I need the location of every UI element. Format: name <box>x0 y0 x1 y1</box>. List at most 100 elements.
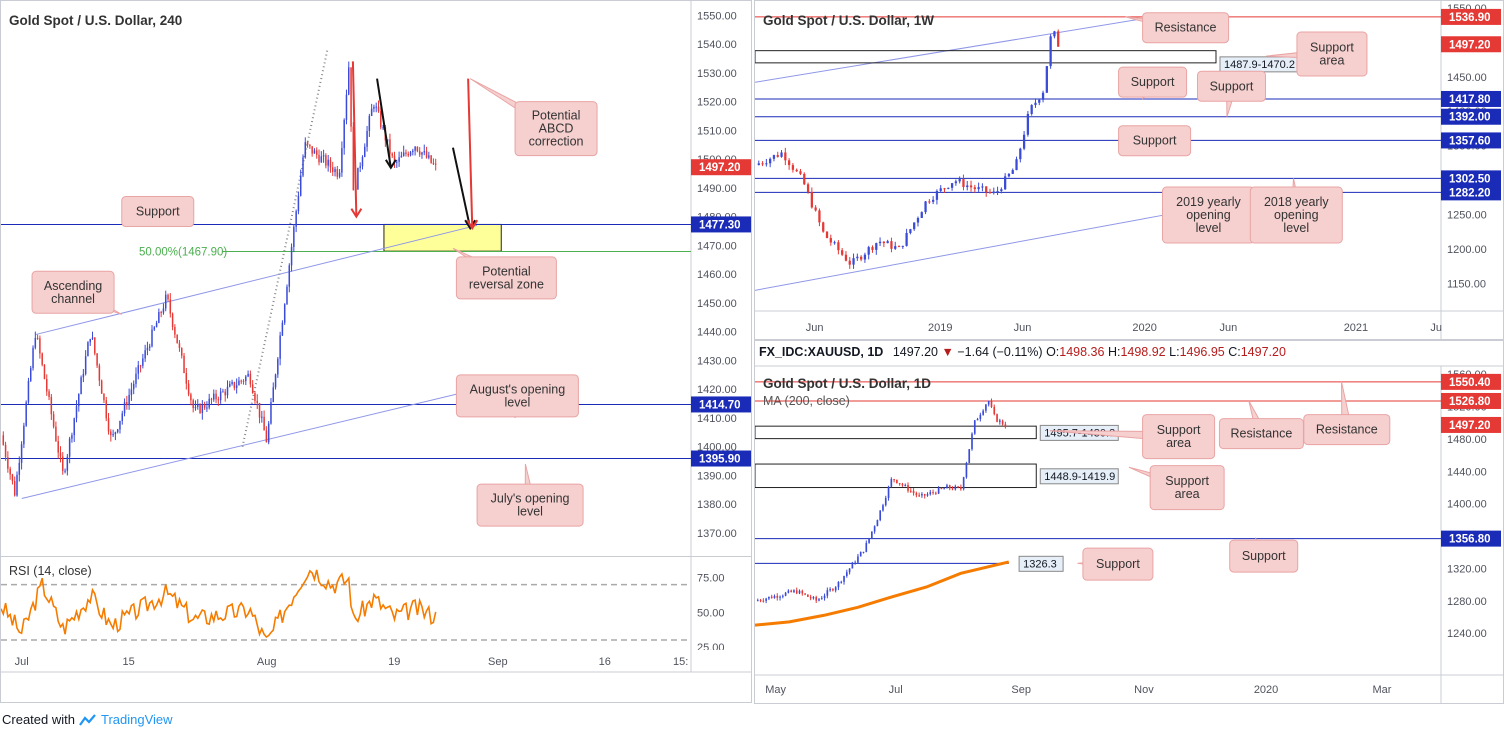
h4-candle <box>357 167 359 190</box>
d1-candle <box>898 483 901 485</box>
w1-candle <box>1030 105 1033 114</box>
chart-panel-h4[interactable]: 50.00%(1467.90) Support Potential ABCD corre… <box>0 0 752 557</box>
h4-candle <box>75 406 78 419</box>
d1-callout-text: Resistance <box>1316 423 1378 437</box>
h4-candle <box>23 425 25 445</box>
h4-candle <box>128 394 130 406</box>
h4-candle <box>155 322 158 328</box>
h4-candle <box>409 152 412 156</box>
h4-candle <box>206 407 208 409</box>
h4-candle <box>274 374 277 388</box>
d1-candle <box>957 486 959 488</box>
chart-panel-d1[interactable]: FX_IDC:XAUUSD, 1D 1497.20 ▼ −1.64 (−0.11… <box>754 340 1504 704</box>
rsi-chart[interactable]: 25.00 50.00 75.00 RSI (14, close) <box>1 557 751 651</box>
h4-candle <box>238 380 240 386</box>
h4-candle <box>160 312 162 314</box>
h4-candle <box>116 429 119 433</box>
h4-candle <box>389 139 391 154</box>
h4-y-tick: 1460.00 <box>697 269 737 281</box>
h4-y-tick: 1380.00 <box>697 499 737 511</box>
h4-callout-text: Support <box>136 205 180 219</box>
w1-price-label-bg <box>1441 8 1501 25</box>
d1-callout-box <box>1229 539 1299 573</box>
w1-price-label-bg <box>1441 90 1501 107</box>
w1-candle <box>1034 102 1037 106</box>
h4-candle <box>71 435 73 439</box>
h4-candle <box>270 402 272 424</box>
d1-callout-box <box>1142 414 1216 460</box>
d1-candle <box>812 597 815 599</box>
h4-time-axis[interactable]: Jul 15 Aug 19 Sep 16 15: <box>0 650 752 703</box>
d1-candle <box>815 597 818 601</box>
h4-candle <box>55 426 57 442</box>
d1-candle <box>937 488 940 494</box>
d1-ma-line <box>755 560 1010 627</box>
footer-brand[interactable]: TradingView <box>100 712 173 727</box>
w1-channel-line <box>755 214 1167 291</box>
h4-callout-text: reversal zone <box>469 277 544 291</box>
h4-candle <box>36 337 39 339</box>
w1-candle <box>852 258 855 265</box>
d1-candle <box>793 590 795 593</box>
d1-candle <box>770 596 773 599</box>
d1-candle <box>851 562 854 569</box>
h4-arrow-head-icon <box>350 208 363 219</box>
ohlc-c-label: C: <box>1228 345 1241 359</box>
d1-candle <box>879 510 882 521</box>
d1-callout-text: Support <box>1242 549 1286 563</box>
h4-candle <box>341 148 343 173</box>
ohlc-close: 1497.20 <box>1240 345 1286 359</box>
w1-candle <box>1022 134 1026 149</box>
w1-candle <box>943 188 946 190</box>
chart-panel-w1[interactable]: 1487.9-1470.2 Resistance Support area Suppor… <box>754 0 1504 340</box>
tradingview-logo-icon[interactable] <box>79 713 97 726</box>
d1-box-tag: 1448.9-1419.9 <box>1044 471 1115 483</box>
h4-candle <box>261 416 263 418</box>
h4-candle <box>20 444 23 463</box>
w1-x-tick: Ju <box>1430 322 1442 334</box>
w1-x-tick: 2019 <box>928 322 952 334</box>
h4-fib-label: 50.00%(1467.90) <box>139 246 227 258</box>
h4-price-label-bg <box>691 450 751 467</box>
d1-candle <box>845 572 848 576</box>
h4-x-tick: Jul <box>15 656 29 668</box>
d1-candle <box>893 479 895 481</box>
h4-candle <box>34 337 37 348</box>
h4-candle <box>338 172 341 177</box>
h4-channel-line <box>35 224 478 336</box>
d1-candle <box>871 531 873 539</box>
w1-box-tag: 1487.9-1470.2 <box>1224 59 1295 71</box>
h4-candle <box>283 304 286 323</box>
h4-candle <box>334 169 336 173</box>
d1-y-tick: 1480.00 <box>1447 434 1487 446</box>
w1-channel-line <box>755 14 1167 83</box>
h4-callout-text: August's opening <box>470 382 566 396</box>
h4-price-label-bg <box>691 396 751 413</box>
h4-chart[interactable]: 50.00%(1467.90)SupportPotentialABCDcorre… <box>1 1 751 556</box>
w1-callout-text: Support <box>1133 134 1177 148</box>
h4-candle <box>158 312 160 323</box>
d1-candle <box>987 401 990 405</box>
h4-candle <box>380 111 382 128</box>
d1-y-tick: 1240.00 <box>1447 628 1487 640</box>
h4-callout-box <box>476 483 584 527</box>
h4-candle <box>217 399 220 401</box>
d1-candle <box>935 492 937 494</box>
h4-callout-text: July's opening <box>491 492 570 506</box>
h4-callout-text: correction <box>529 135 584 149</box>
h4-candle <box>318 154 320 163</box>
d1-price-label-bg <box>1441 530 1501 547</box>
rsi-panel[interactable]: 25.00 50.00 75.00 RSI (14, close) <box>0 556 752 652</box>
d1-chart[interactable]: 1495.7-1480.31448.9-1419.91326.3Supporta… <box>755 341 1503 703</box>
d1-candle <box>868 538 870 543</box>
h4-candle <box>62 456 64 471</box>
h4-candle <box>7 457 9 469</box>
h4-candle <box>174 326 176 335</box>
rsi-y-tick: 25.00 <box>697 642 725 651</box>
w1-candle <box>818 210 821 223</box>
d1-candle <box>768 596 770 599</box>
w1-chart[interactable]: 1487.9-1470.2ResistanceSupportareaSuppor… <box>755 1 1503 339</box>
d1-candle <box>965 462 968 478</box>
h4-candle <box>13 481 16 496</box>
d1-candle <box>912 490 915 494</box>
